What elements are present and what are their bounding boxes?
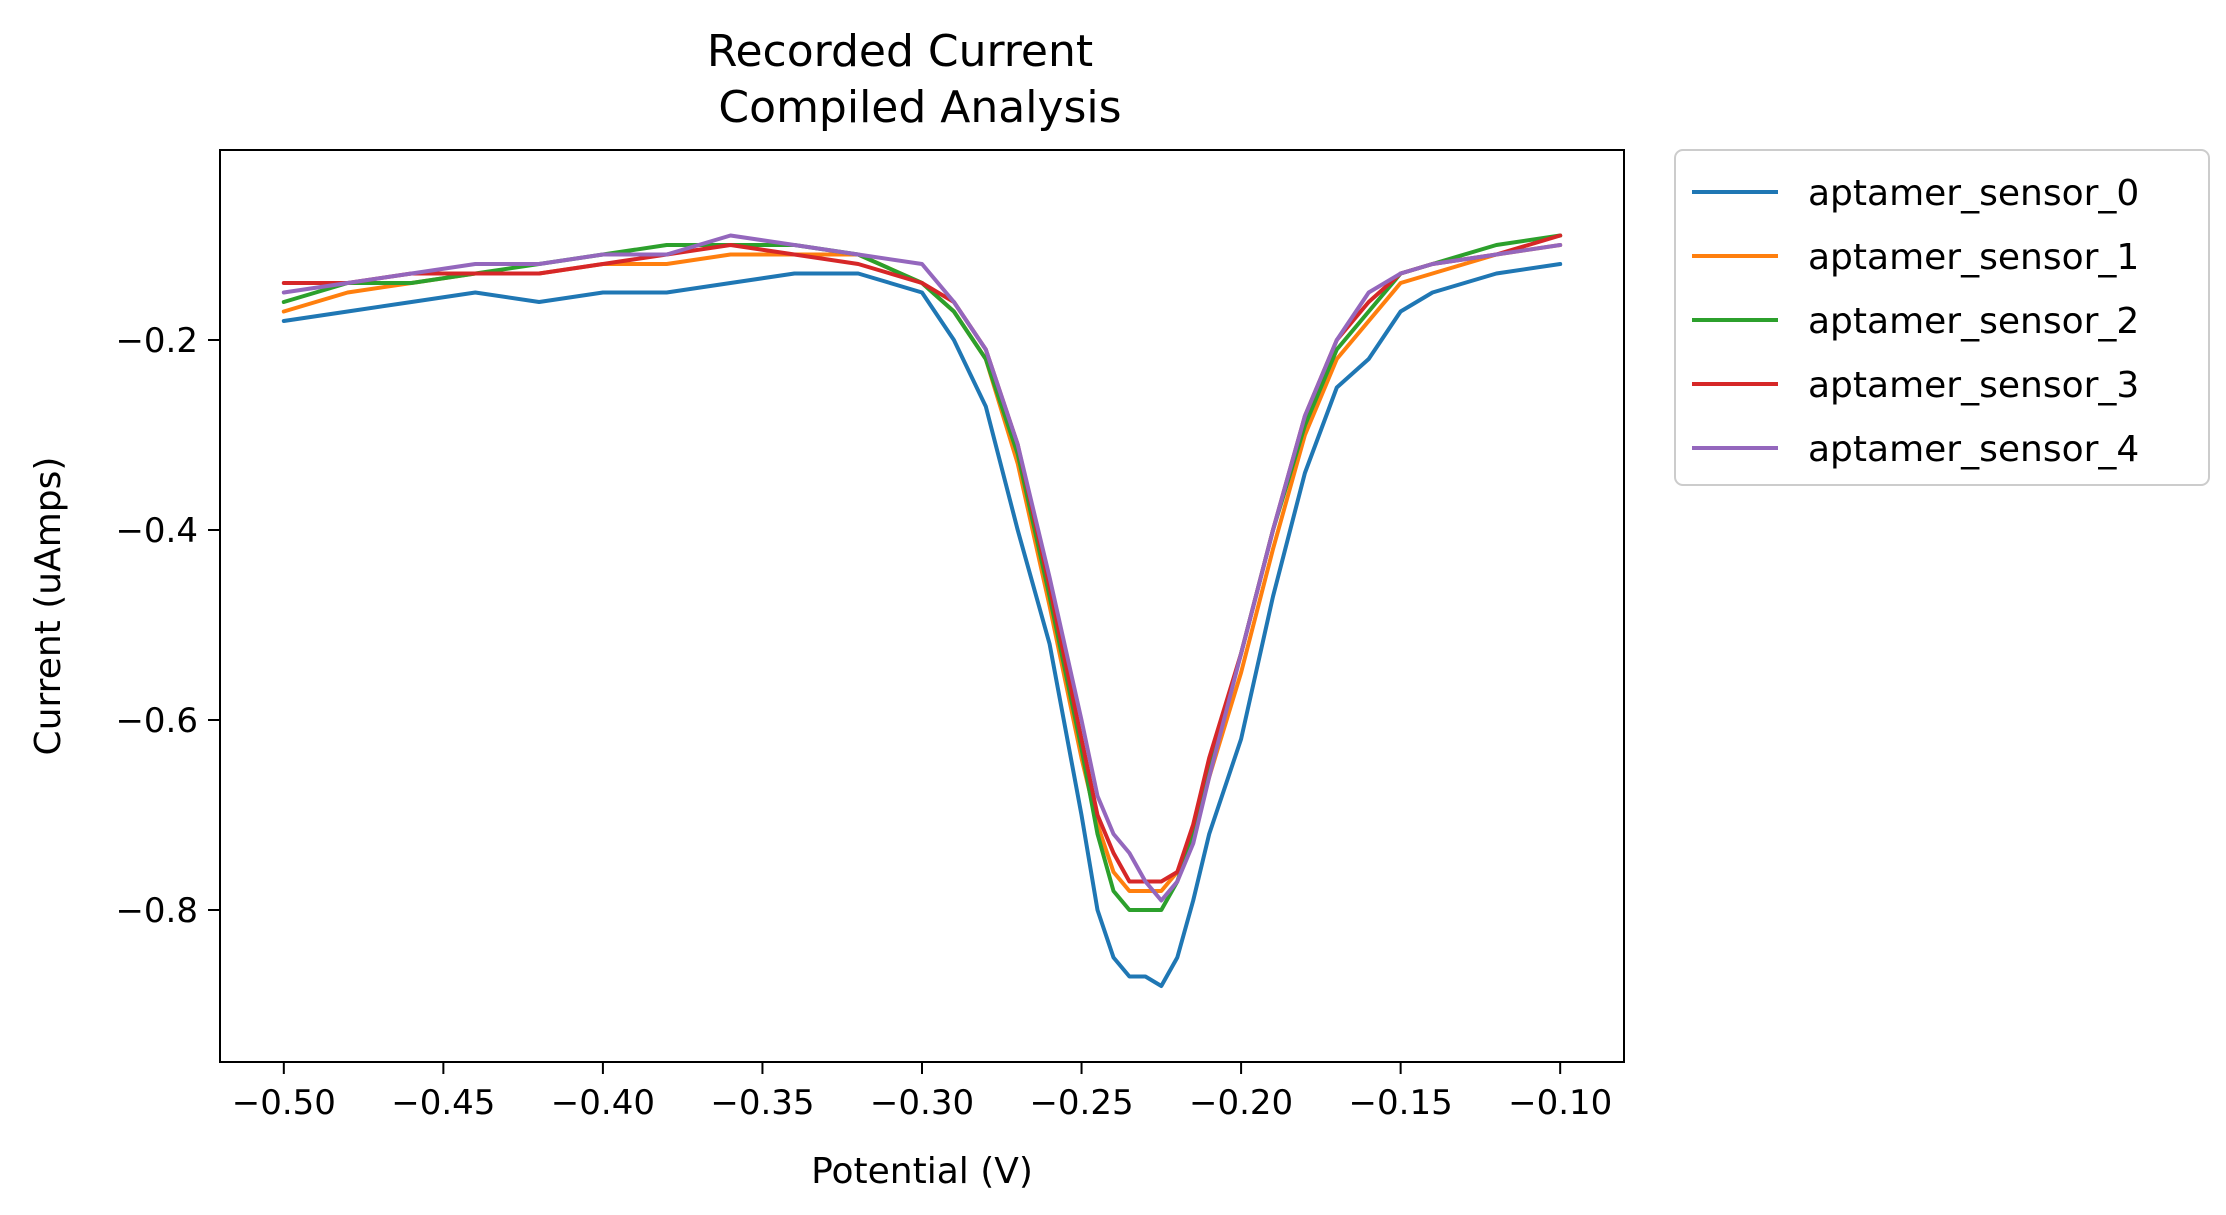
x-tick-label: −0.45 bbox=[391, 1083, 495, 1123]
legend-frame bbox=[1674, 149, 2210, 486]
x-tick-label: −0.35 bbox=[710, 1083, 814, 1123]
plot-series bbox=[281, 233, 1563, 988]
chart-title-line-1: Recorded Current bbox=[707, 26, 1093, 77]
chart-title-line-2: Compiled Analysis bbox=[718, 82, 1121, 133]
series-line-aptamer-sensor-4 bbox=[281, 233, 1563, 903]
x-axis-label: Potential (V) bbox=[811, 1151, 1033, 1192]
y-tick-label: −0.2 bbox=[115, 321, 198, 361]
y-tick-label: −0.8 bbox=[115, 891, 198, 931]
x-tick-label: −0.10 bbox=[1508, 1083, 1612, 1123]
x-tick-label: −0.25 bbox=[1029, 1083, 1133, 1123]
x-axis-ticks: −0.50 −0.45 −0.40 −0.35 −0.30 −0.25 −0.20 −0.15… bbox=[232, 1062, 1612, 1123]
x-tick-label: −0.40 bbox=[551, 1083, 655, 1123]
legend-label: aptamer_sensor_2 bbox=[1808, 301, 2139, 342]
y-axis-label: Current (uAmps) bbox=[28, 457, 69, 756]
series-line-aptamer-sensor-2 bbox=[281, 233, 1563, 912]
y-tick-label: −0.6 bbox=[115, 701, 198, 741]
y-tick-label: −0.4 bbox=[115, 511, 198, 551]
x-tick-label: −0.20 bbox=[1189, 1083, 1293, 1123]
legend-label: aptamer_sensor_1 bbox=[1808, 237, 2139, 278]
legend-label: aptamer_sensor_4 bbox=[1808, 429, 2139, 470]
legend-label: aptamer_sensor_0 bbox=[1808, 173, 2139, 214]
legend: aptamer_sensor_0 aptamer_sensor_1 aptamer_… bbox=[1674, 149, 2210, 486]
x-tick-label: −0.30 bbox=[870, 1083, 974, 1123]
legend-label: aptamer_sensor_3 bbox=[1808, 365, 2139, 406]
y-axis-ticks: −0.2 −0.4 −0.6 −0.8 bbox=[115, 321, 220, 931]
x-tick-label: −0.50 bbox=[232, 1083, 336, 1123]
chart-title: Recorded Current Compiled Analysis bbox=[707, 26, 1122, 133]
series-line-aptamer-sensor-0 bbox=[281, 262, 1563, 988]
x-tick-label: −0.15 bbox=[1349, 1083, 1453, 1123]
